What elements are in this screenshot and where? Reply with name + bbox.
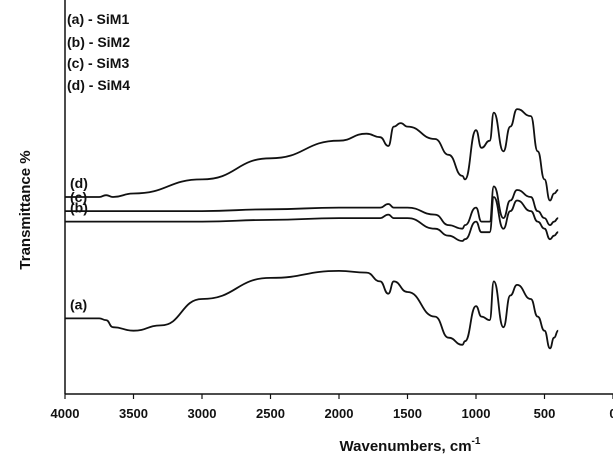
legend-entry-d: (d) - SiM4 <box>67 77 130 93</box>
x-ticks: 4000 3500 3000 2500 2000 1500 1000 500 0 <box>51 394 613 421</box>
legend-entry-a: (a) - SiM1 <box>67 11 129 27</box>
series-line-b <box>65 196 559 242</box>
x-tick-label: 4000 <box>51 406 80 421</box>
x-tick-label: 3000 <box>188 406 217 421</box>
curve-label-a: (a) <box>70 296 87 312</box>
legend-entry-b: (b) - SiM2 <box>67 34 130 50</box>
x-axis-title: Wavenumbers, cm-1 <box>340 436 481 455</box>
series-line-c <box>65 185 559 230</box>
x-tick-label: 3500 <box>119 406 148 421</box>
curve-label-b: (b) <box>70 200 88 216</box>
x-axis-title-superscript: -1 <box>472 436 481 447</box>
series-layer <box>65 108 559 350</box>
x-tick-label: 2000 <box>325 406 354 421</box>
legend: (a) - SiM1 (b) - SiM2 (c) - SiM3 (d) - S… <box>67 11 130 93</box>
curve-label-d: (d) <box>70 175 88 191</box>
y-axis-title: Transmittance % <box>17 150 34 269</box>
x-tick-label: 2500 <box>256 406 285 421</box>
x-tick-label: 500 <box>534 406 556 421</box>
legend-entry-c: (c) - SiM3 <box>67 55 129 71</box>
curve-labels: (a) (b)(c)(d) <box>70 175 88 312</box>
curve-label-c: (c) <box>70 189 87 205</box>
x-tick-label: 0 <box>609 406 613 421</box>
x-axis-title-text: Wavenumbers, cm <box>340 438 472 455</box>
series-line-d <box>65 108 559 202</box>
x-tick-label: 1000 <box>462 406 491 421</box>
x-tick-label: 1500 <box>393 406 422 421</box>
series-line-a <box>65 270 559 350</box>
